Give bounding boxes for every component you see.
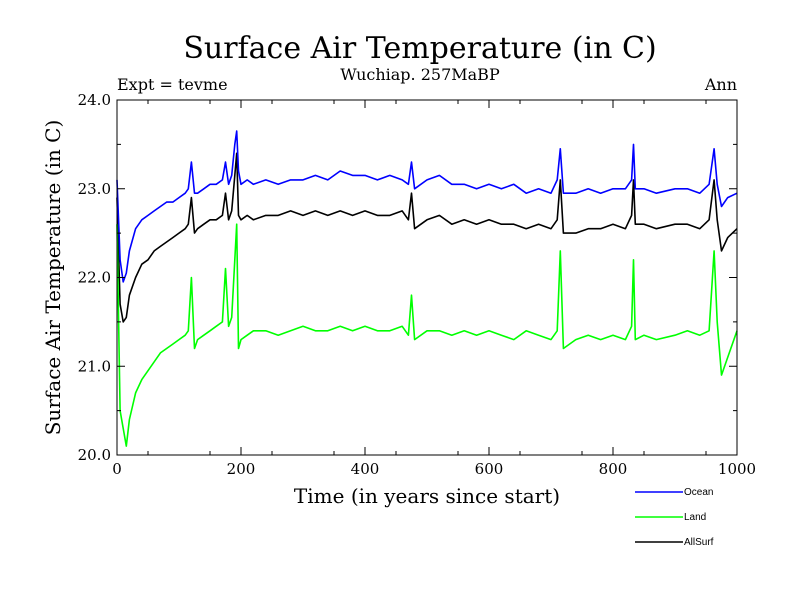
chart-title: Surface Air Temperature (in C) xyxy=(183,31,656,66)
y-tick-label: 23.0 xyxy=(78,180,111,198)
x-axis-label: Time (in years since start) xyxy=(294,484,560,508)
series-line-allsurf xyxy=(116,152,738,323)
y-tick-label: 21.0 xyxy=(78,357,111,375)
series-line-land xyxy=(116,223,738,447)
x-tick-label: 1000 xyxy=(718,460,756,478)
chart-subtitle: Wuchiap. 257MaBP xyxy=(340,65,500,84)
y-tick-label: 20.0 xyxy=(78,446,111,464)
data-layer xyxy=(116,130,738,447)
x-tick-label: 0 xyxy=(112,460,122,478)
legend-label-land: Land xyxy=(684,512,706,523)
y-tick-label: 24.0 xyxy=(78,91,111,109)
axis-layer: 0 200 400 600 800 1000 20.0 21.0 22.0 23.0 24.0 xyxy=(78,91,757,478)
season-label: Ann xyxy=(704,75,737,94)
legend: Ocean Land AllSurf xyxy=(635,487,714,548)
legend-label-allsurf: AllSurf xyxy=(684,537,714,548)
x-tick-label: 400 xyxy=(351,460,380,478)
x-tick-label: 200 xyxy=(227,460,256,478)
experiment-label: Expt = tevme xyxy=(117,75,228,94)
legend-label-ocean: Ocean xyxy=(684,487,713,498)
plot-frame xyxy=(116,99,738,456)
series-line-ocean xyxy=(116,130,738,283)
x-tick-label: 800 xyxy=(599,460,628,478)
x-tick-label: 600 xyxy=(475,460,504,478)
y-axis-label: Surface Air Temperature (in C) xyxy=(41,120,65,436)
y-tick-label: 22.0 xyxy=(78,269,111,287)
